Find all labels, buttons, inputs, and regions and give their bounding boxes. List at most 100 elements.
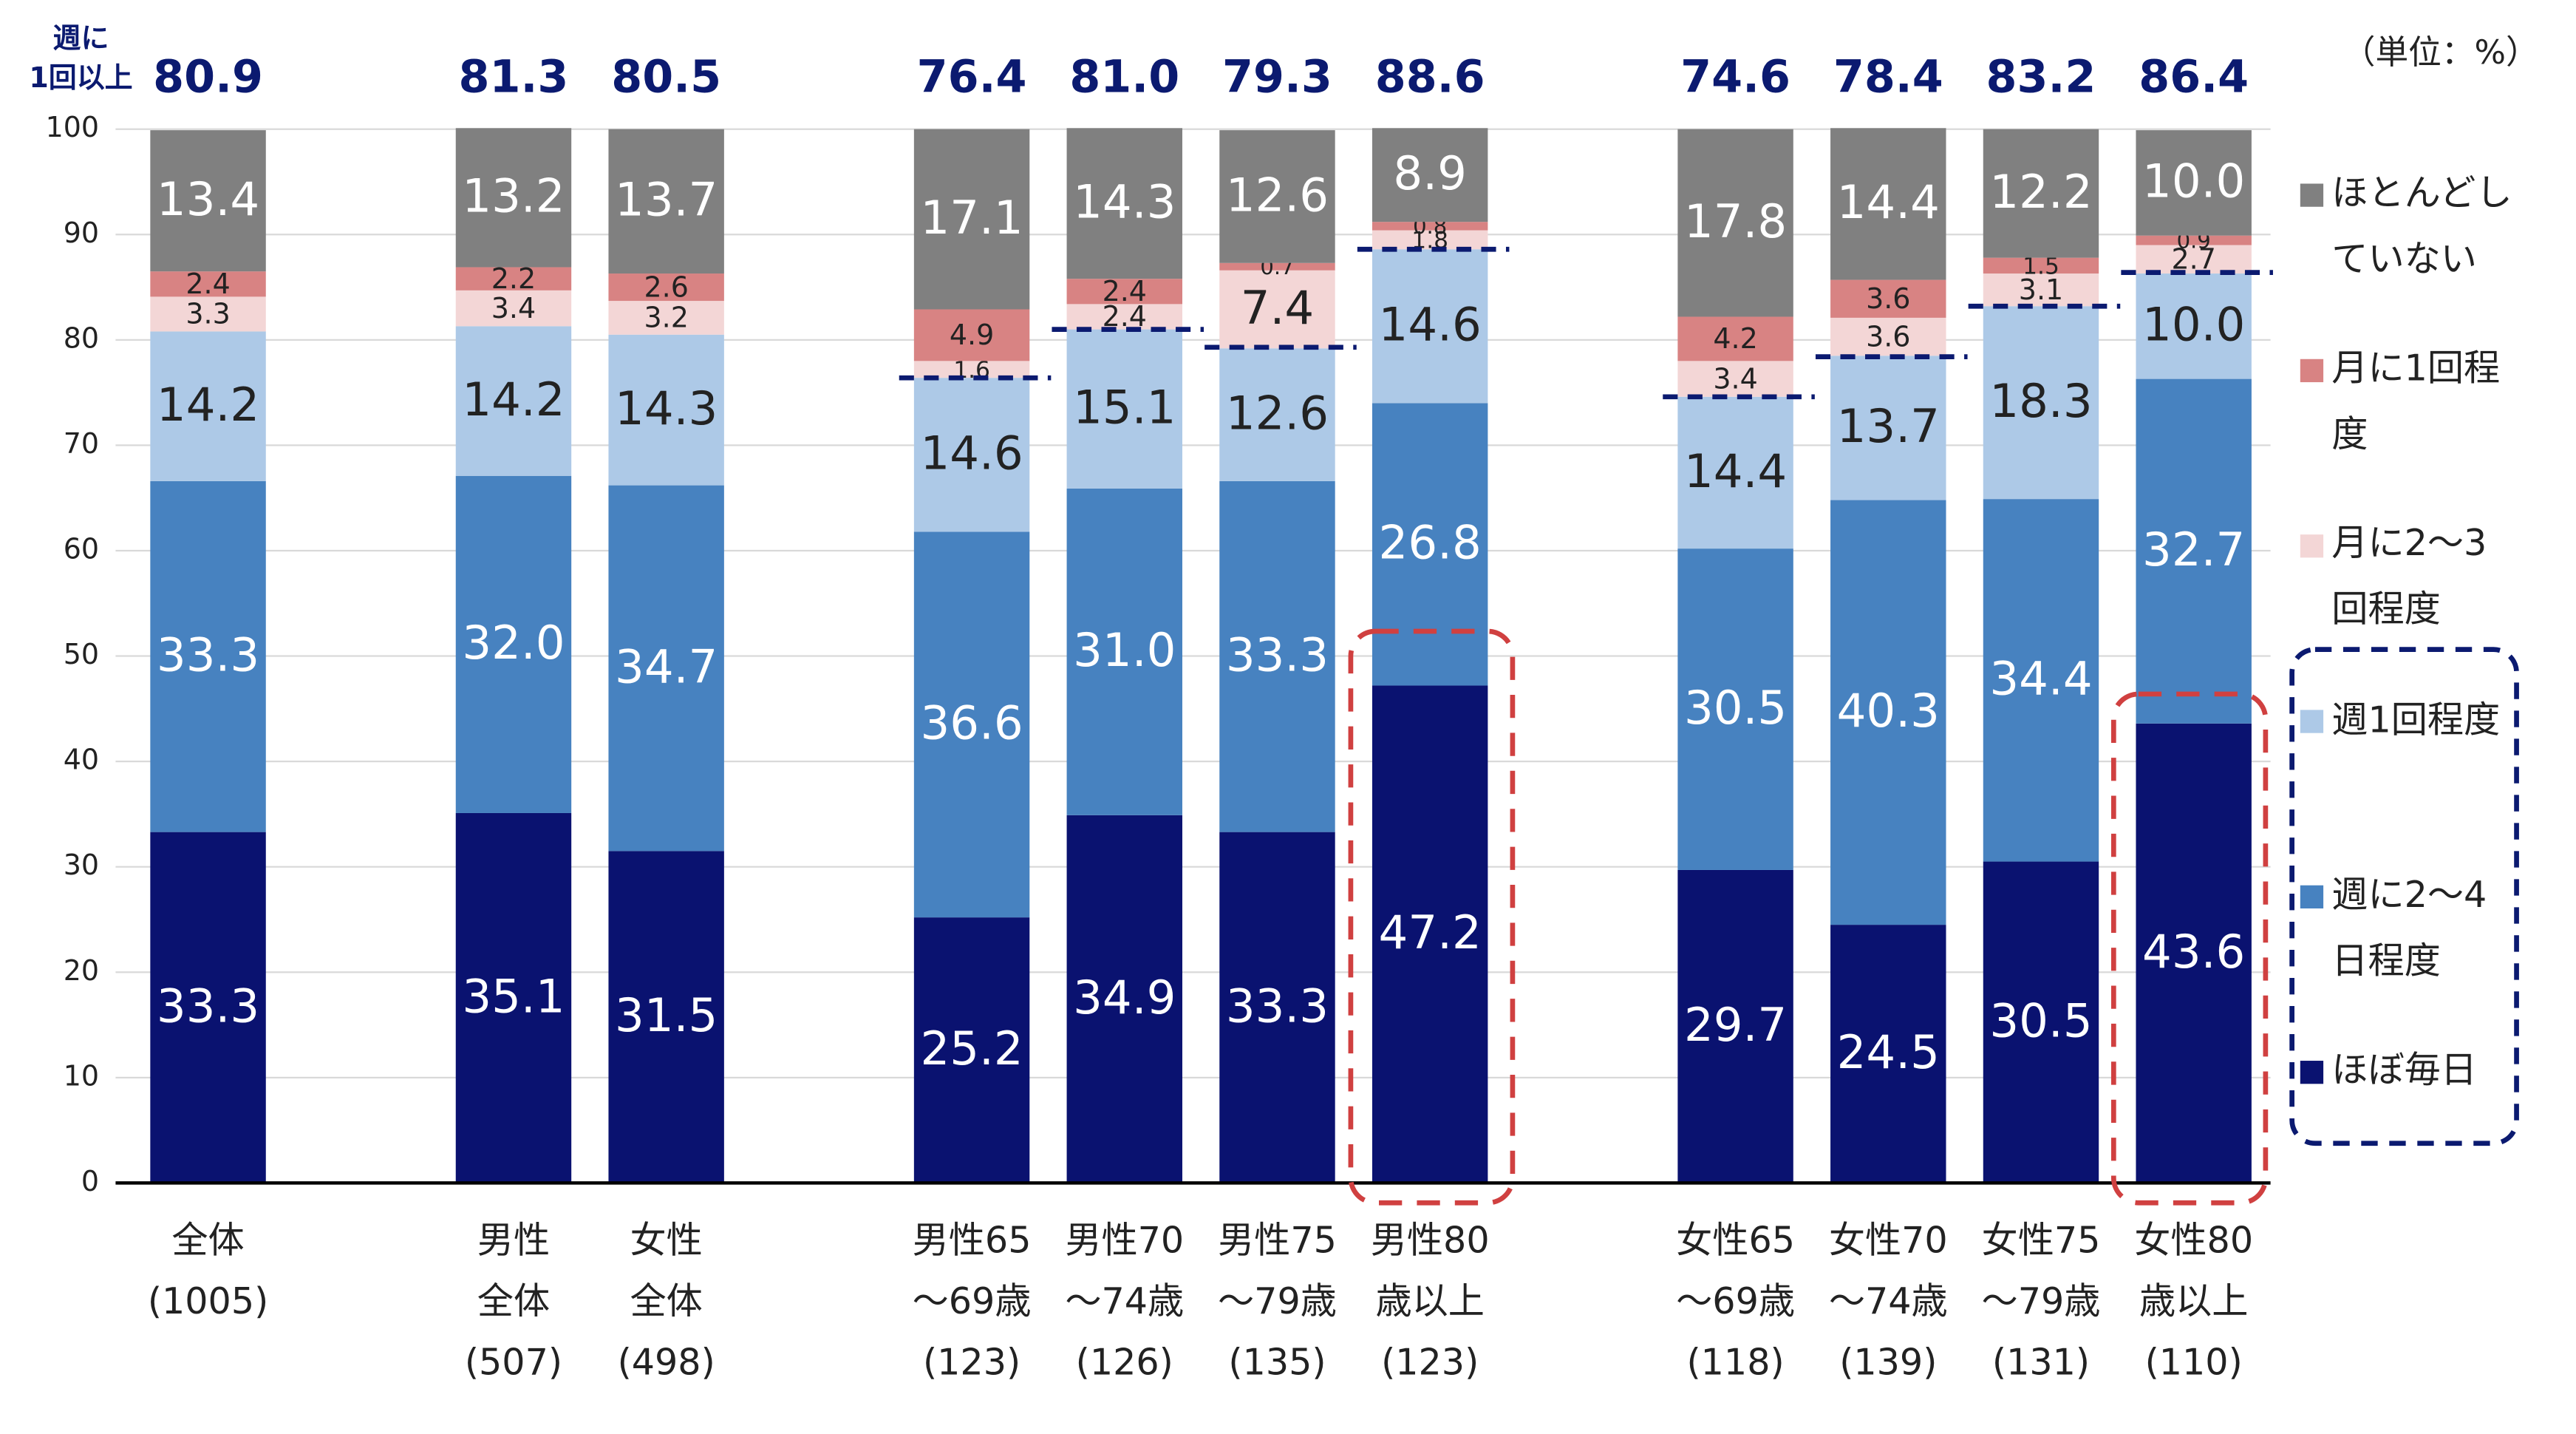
y-tick-label: 0 xyxy=(81,1165,99,1197)
bar-segment xyxy=(455,475,572,813)
legend-swatch xyxy=(2300,534,2324,558)
bar-segment xyxy=(1983,273,2099,307)
x-tick-label: 女性65 xyxy=(1676,1218,1795,1261)
data-label: 14.4 xyxy=(1684,444,1787,498)
x-tick-label: (135) xyxy=(1228,1341,1326,1384)
top-label: 81.0 xyxy=(1069,51,1179,103)
bar-segment xyxy=(608,273,724,302)
data-label: 14.2 xyxy=(157,378,259,432)
bar-segment xyxy=(1677,869,1793,1183)
x-tick-label: 男性65 xyxy=(913,1218,1032,1261)
legend-label: ほぼ毎日 xyxy=(2331,1050,2477,1093)
data-label: 8.9 xyxy=(1393,146,1466,200)
data-label: 14.3 xyxy=(1073,175,1176,229)
x-tick-label: ～69歳 xyxy=(913,1280,1032,1322)
top-label: 81.3 xyxy=(459,51,569,103)
bar-segment xyxy=(913,531,1030,918)
x-tick-label: 女性 xyxy=(630,1218,703,1261)
x-tick-label: (1005) xyxy=(148,1280,268,1322)
bar-segment xyxy=(455,128,572,268)
data-label: 10.0 xyxy=(2142,298,2245,352)
bar-segment xyxy=(150,832,266,1183)
top-label: 86.4 xyxy=(2139,51,2249,103)
data-label: 2.4 xyxy=(185,268,230,300)
x-tick-label: ～74歳 xyxy=(1829,1280,1948,1322)
bar-segment xyxy=(1372,222,1488,231)
bar-segment xyxy=(1372,249,1488,404)
data-label: 34.7 xyxy=(615,639,718,693)
data-label: 2.4 xyxy=(1103,275,1147,307)
bar-segment xyxy=(1219,832,1335,1183)
x-tick-label: 女性75 xyxy=(1982,1218,2101,1261)
bar-segment xyxy=(150,296,266,332)
data-label: 2.7 xyxy=(2171,243,2215,276)
y-tick-label: 70 xyxy=(64,427,99,460)
legend-swatch xyxy=(2300,358,2324,383)
bar-segment xyxy=(1677,129,1793,317)
y-tick-label: 20 xyxy=(64,954,99,987)
bar-segment xyxy=(1677,316,1793,361)
x-tick-label: 歳以上 xyxy=(1375,1280,1484,1322)
bar-segment xyxy=(1372,403,1488,686)
bar-segment xyxy=(913,361,1030,378)
bar-segment xyxy=(1830,128,1946,280)
bar-segment xyxy=(1066,815,1182,1183)
legend-label: ほとんどしていない xyxy=(2331,174,2512,282)
data-label: 32.0 xyxy=(462,616,565,670)
top-label: 74.6 xyxy=(1680,51,1790,103)
y-tick-label: 60 xyxy=(64,532,99,565)
x-tick-label: (123) xyxy=(1381,1341,1479,1384)
bar-segment xyxy=(1677,396,1793,549)
x-tick-label: (507) xyxy=(465,1341,562,1384)
data-label: 30.5 xyxy=(1989,993,2092,1047)
legend-swatch xyxy=(2300,710,2324,733)
unit-note: （単位：%） xyxy=(2342,33,2539,72)
top-label: 80.5 xyxy=(611,51,721,103)
x-tick-label: 男性 xyxy=(477,1218,550,1261)
data-label: 3.6 xyxy=(1866,282,1910,315)
bar-segment xyxy=(1830,500,1946,925)
bar-segment xyxy=(150,130,266,272)
bar-segment xyxy=(2136,235,2252,245)
bar-segment xyxy=(1830,317,1946,356)
x-tick-label: (498) xyxy=(618,1341,715,1384)
data-label: 33.3 xyxy=(1226,979,1329,1033)
top-label: 83.2 xyxy=(1986,51,2096,103)
bar-segment xyxy=(608,334,724,486)
bar-segment xyxy=(1219,348,1335,481)
x-tick-label: (126) xyxy=(1076,1341,1173,1384)
data-label: 47.2 xyxy=(1379,905,1482,959)
legend-label: 月に1回程度 xyxy=(2331,349,2501,457)
data-label: 2.2 xyxy=(491,262,536,295)
data-label: 14.3 xyxy=(615,381,718,435)
data-label: 12.6 xyxy=(1226,386,1329,440)
bar-segment xyxy=(913,917,1030,1183)
data-label: 15.1 xyxy=(1073,381,1176,435)
data-label: 40.3 xyxy=(1837,684,1940,738)
data-label: 13.7 xyxy=(1837,399,1940,453)
x-tick-label: 全体 xyxy=(630,1280,703,1322)
data-label: 17.8 xyxy=(1684,194,1787,248)
data-label: 18.3 xyxy=(1989,374,2092,428)
bar-segment xyxy=(150,480,266,832)
bar-segment xyxy=(1066,329,1182,489)
x-tick-label: 女性70 xyxy=(1829,1218,1948,1261)
y-tick-label: 90 xyxy=(64,217,99,249)
data-label: 34.9 xyxy=(1073,971,1176,1024)
legend-swatch xyxy=(2300,183,2324,207)
top-label: 80.9 xyxy=(153,51,263,103)
legend-label: 週に2～4日程度 xyxy=(2331,875,2487,983)
data-label: 3.1 xyxy=(2019,273,2063,306)
x-tick-label: 男性75 xyxy=(1218,1218,1337,1261)
x-tick-label: 全体 xyxy=(171,1218,244,1261)
data-label: 4.2 xyxy=(1713,322,1757,355)
data-label: 24.5 xyxy=(1837,1025,1940,1079)
data-label: 34.4 xyxy=(1989,652,2092,706)
data-label: 2.6 xyxy=(644,271,688,303)
bar-segment xyxy=(913,378,1030,532)
data-label: 36.6 xyxy=(920,696,1023,750)
bar-segment xyxy=(1983,129,2099,258)
x-tick-label: ～79歳 xyxy=(1982,1280,2101,1322)
